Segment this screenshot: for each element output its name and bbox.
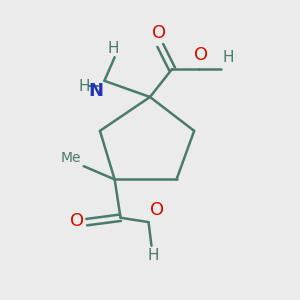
Text: Me: Me — [61, 151, 81, 165]
Text: H: H — [107, 41, 119, 56]
Text: H: H — [79, 79, 90, 94]
Text: N: N — [88, 82, 103, 100]
Text: H: H — [147, 248, 159, 263]
Text: O: O — [150, 201, 164, 219]
Text: H: H — [222, 50, 234, 65]
Text: O: O — [194, 46, 208, 64]
Text: O: O — [70, 212, 84, 230]
Text: O: O — [152, 24, 166, 42]
